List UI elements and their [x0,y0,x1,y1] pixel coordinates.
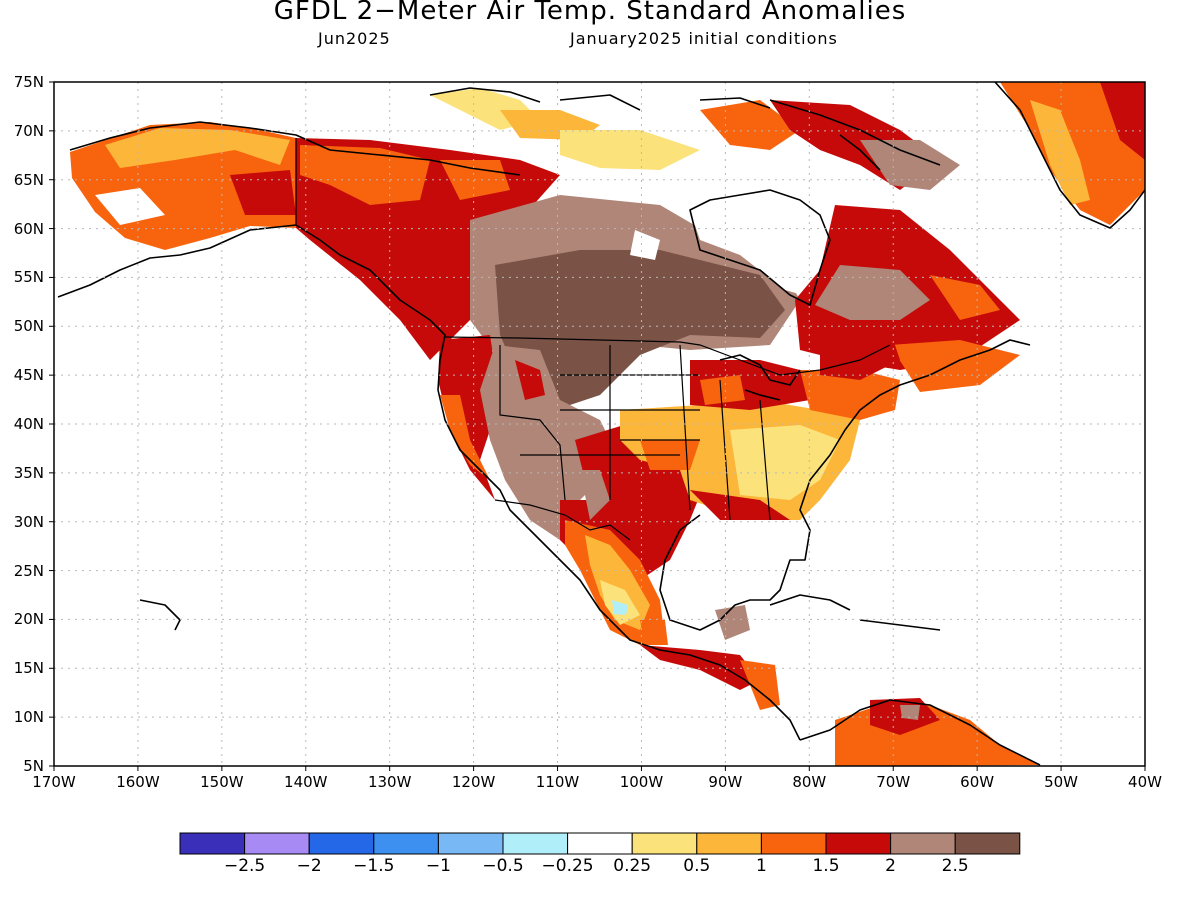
anomaly-field [70,82,1145,766]
colorbar-label: 1 [755,856,767,876]
lat-label: 30N [13,512,44,531]
colorbar-swatch [308,832,375,855]
colorbar-swatch [373,832,439,855]
colorbar-swatch [502,832,569,855]
colorbar-swatch [760,832,827,855]
colorbar-swatch [890,832,956,855]
colorbar-label: 1.5 [812,856,840,876]
map-title: GFDL 2−Meter Air Temp. Standard Anomalie… [273,0,907,26]
colorbar-swatch [244,832,310,855]
init-conditions: January2025 initial conditions [570,29,838,48]
lon-label: 50W [1044,773,1079,791]
lat-label: 55N [13,268,44,287]
lat-label: 25N [13,561,44,580]
lon-label: 90W [708,773,743,791]
graticule [54,82,1145,766]
lon-label: 130W [367,773,412,791]
political-boundaries [295,138,891,541]
lon-label: 110W [535,773,580,791]
colorbar-swatch [631,832,698,855]
lat-label: 35N [13,463,44,482]
lon-label: 140W [284,773,328,791]
lon-label: 40W [1128,773,1162,791]
lon-label: 70W [876,773,911,791]
lat-label: 10N [13,708,44,727]
colorbar-label: −0.5 [482,856,524,876]
lat-label: 70N [13,121,44,140]
lon-label: 120W [451,773,496,791]
colorbar-label: 0.25 [613,856,652,876]
lat-label: 60N [13,219,44,238]
lon-label: 100W [619,773,664,791]
lat-label: 15N [13,659,44,678]
colorbar-swatch [179,832,246,855]
lon-label: 80W [792,773,827,791]
colorbar-label: −2 [296,856,322,876]
colorbar-label: −2.5 [223,856,266,876]
colorbar-swatch [696,832,762,855]
colorbar-label: −0.25 [541,856,594,876]
colorbar-label: 2.5 [941,856,969,876]
colorbar-label: 0.5 [683,856,711,876]
coastlines [57,82,1145,766]
lon-label: 150W [200,773,244,791]
colorbar-swatch [825,832,892,855]
lat-label: 75N [13,73,44,91]
colorbar [179,832,1021,855]
colorbar-swatch [567,832,633,855]
target-month: Jun2025 [318,29,391,48]
lat-label: 65N [13,170,44,189]
lat-label: 50N [13,317,44,336]
lat-label: 20N [13,610,44,629]
lat-label: 40N [13,415,44,433]
lon-label: 170W [32,773,76,791]
colorbar-label: 2 [885,856,896,876]
lat-label: 5N [23,757,44,775]
colorbar-label: −1.5 [353,856,395,876]
lon-label: 160W [116,773,160,791]
colorbar-swatch [954,832,1021,855]
lon-label: 60W [960,773,995,791]
lat-label: 45N [13,366,44,385]
colorbar-swatch [437,832,504,855]
colorbar-label: −1 [425,856,451,876]
